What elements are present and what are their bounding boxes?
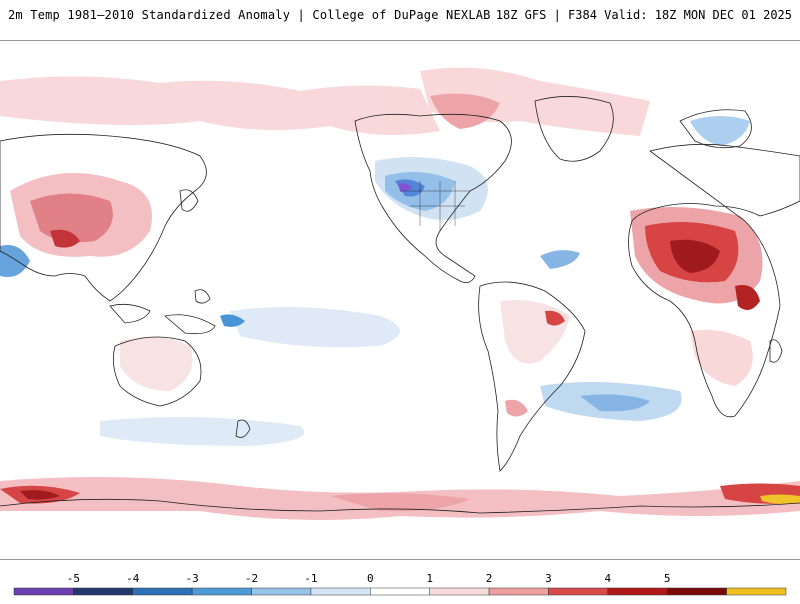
anomaly-map <box>0 40 800 560</box>
colorbar-swatch <box>726 587 787 596</box>
colorbar-tick-label: -1 <box>304 572 317 585</box>
colorbar-swatch <box>310 587 371 596</box>
colorbar-swatch <box>429 587 490 596</box>
colorbar-tick-label: 3 <box>545 572 552 585</box>
colorbar-swatch <box>13 587 74 596</box>
colorbar: -5 -4 -3 -2 -1 0 1 2 3 4 5 <box>0 558 800 600</box>
colorbar-tick-label: 5 <box>664 572 671 585</box>
colorbar-tick-label: 4 <box>605 572 612 585</box>
colorbar-tick-label: -5 <box>67 572 80 585</box>
header: 2m Temp 1981–2010 Standardized Anomaly |… <box>0 0 800 38</box>
colorbar-swatch <box>370 587 430 596</box>
colorbar-tick-label: 0 <box>367 572 374 585</box>
colorbar-tick-label: -3 <box>186 572 199 585</box>
anomaly-fields <box>0 67 800 559</box>
colorbar-tick-label: -4 <box>126 572 140 585</box>
colorbar-tick-label: 1 <box>426 572 433 585</box>
model-valid-time: 18Z GFS | F384 Valid: 18Z MON DEC 01 202… <box>495 8 792 22</box>
colorbar-tick-label: 2 <box>486 572 493 585</box>
colorbar-swatch <box>73 587 134 596</box>
map-title: 2m Temp 1981–2010 Standardized Anomaly |… <box>8 8 491 22</box>
colorbar-swatch <box>666 587 727 596</box>
coastlines <box>0 96 800 514</box>
colorbar-swatch <box>488 587 549 596</box>
colorbar-swatch <box>132 587 193 596</box>
colorbar-tick-label: -2 <box>245 572 258 585</box>
colorbar-swatch <box>548 587 609 596</box>
colorbar-swatch <box>251 587 312 596</box>
colorbar-swatch <box>191 587 252 596</box>
colorbar-swatch <box>607 587 668 596</box>
